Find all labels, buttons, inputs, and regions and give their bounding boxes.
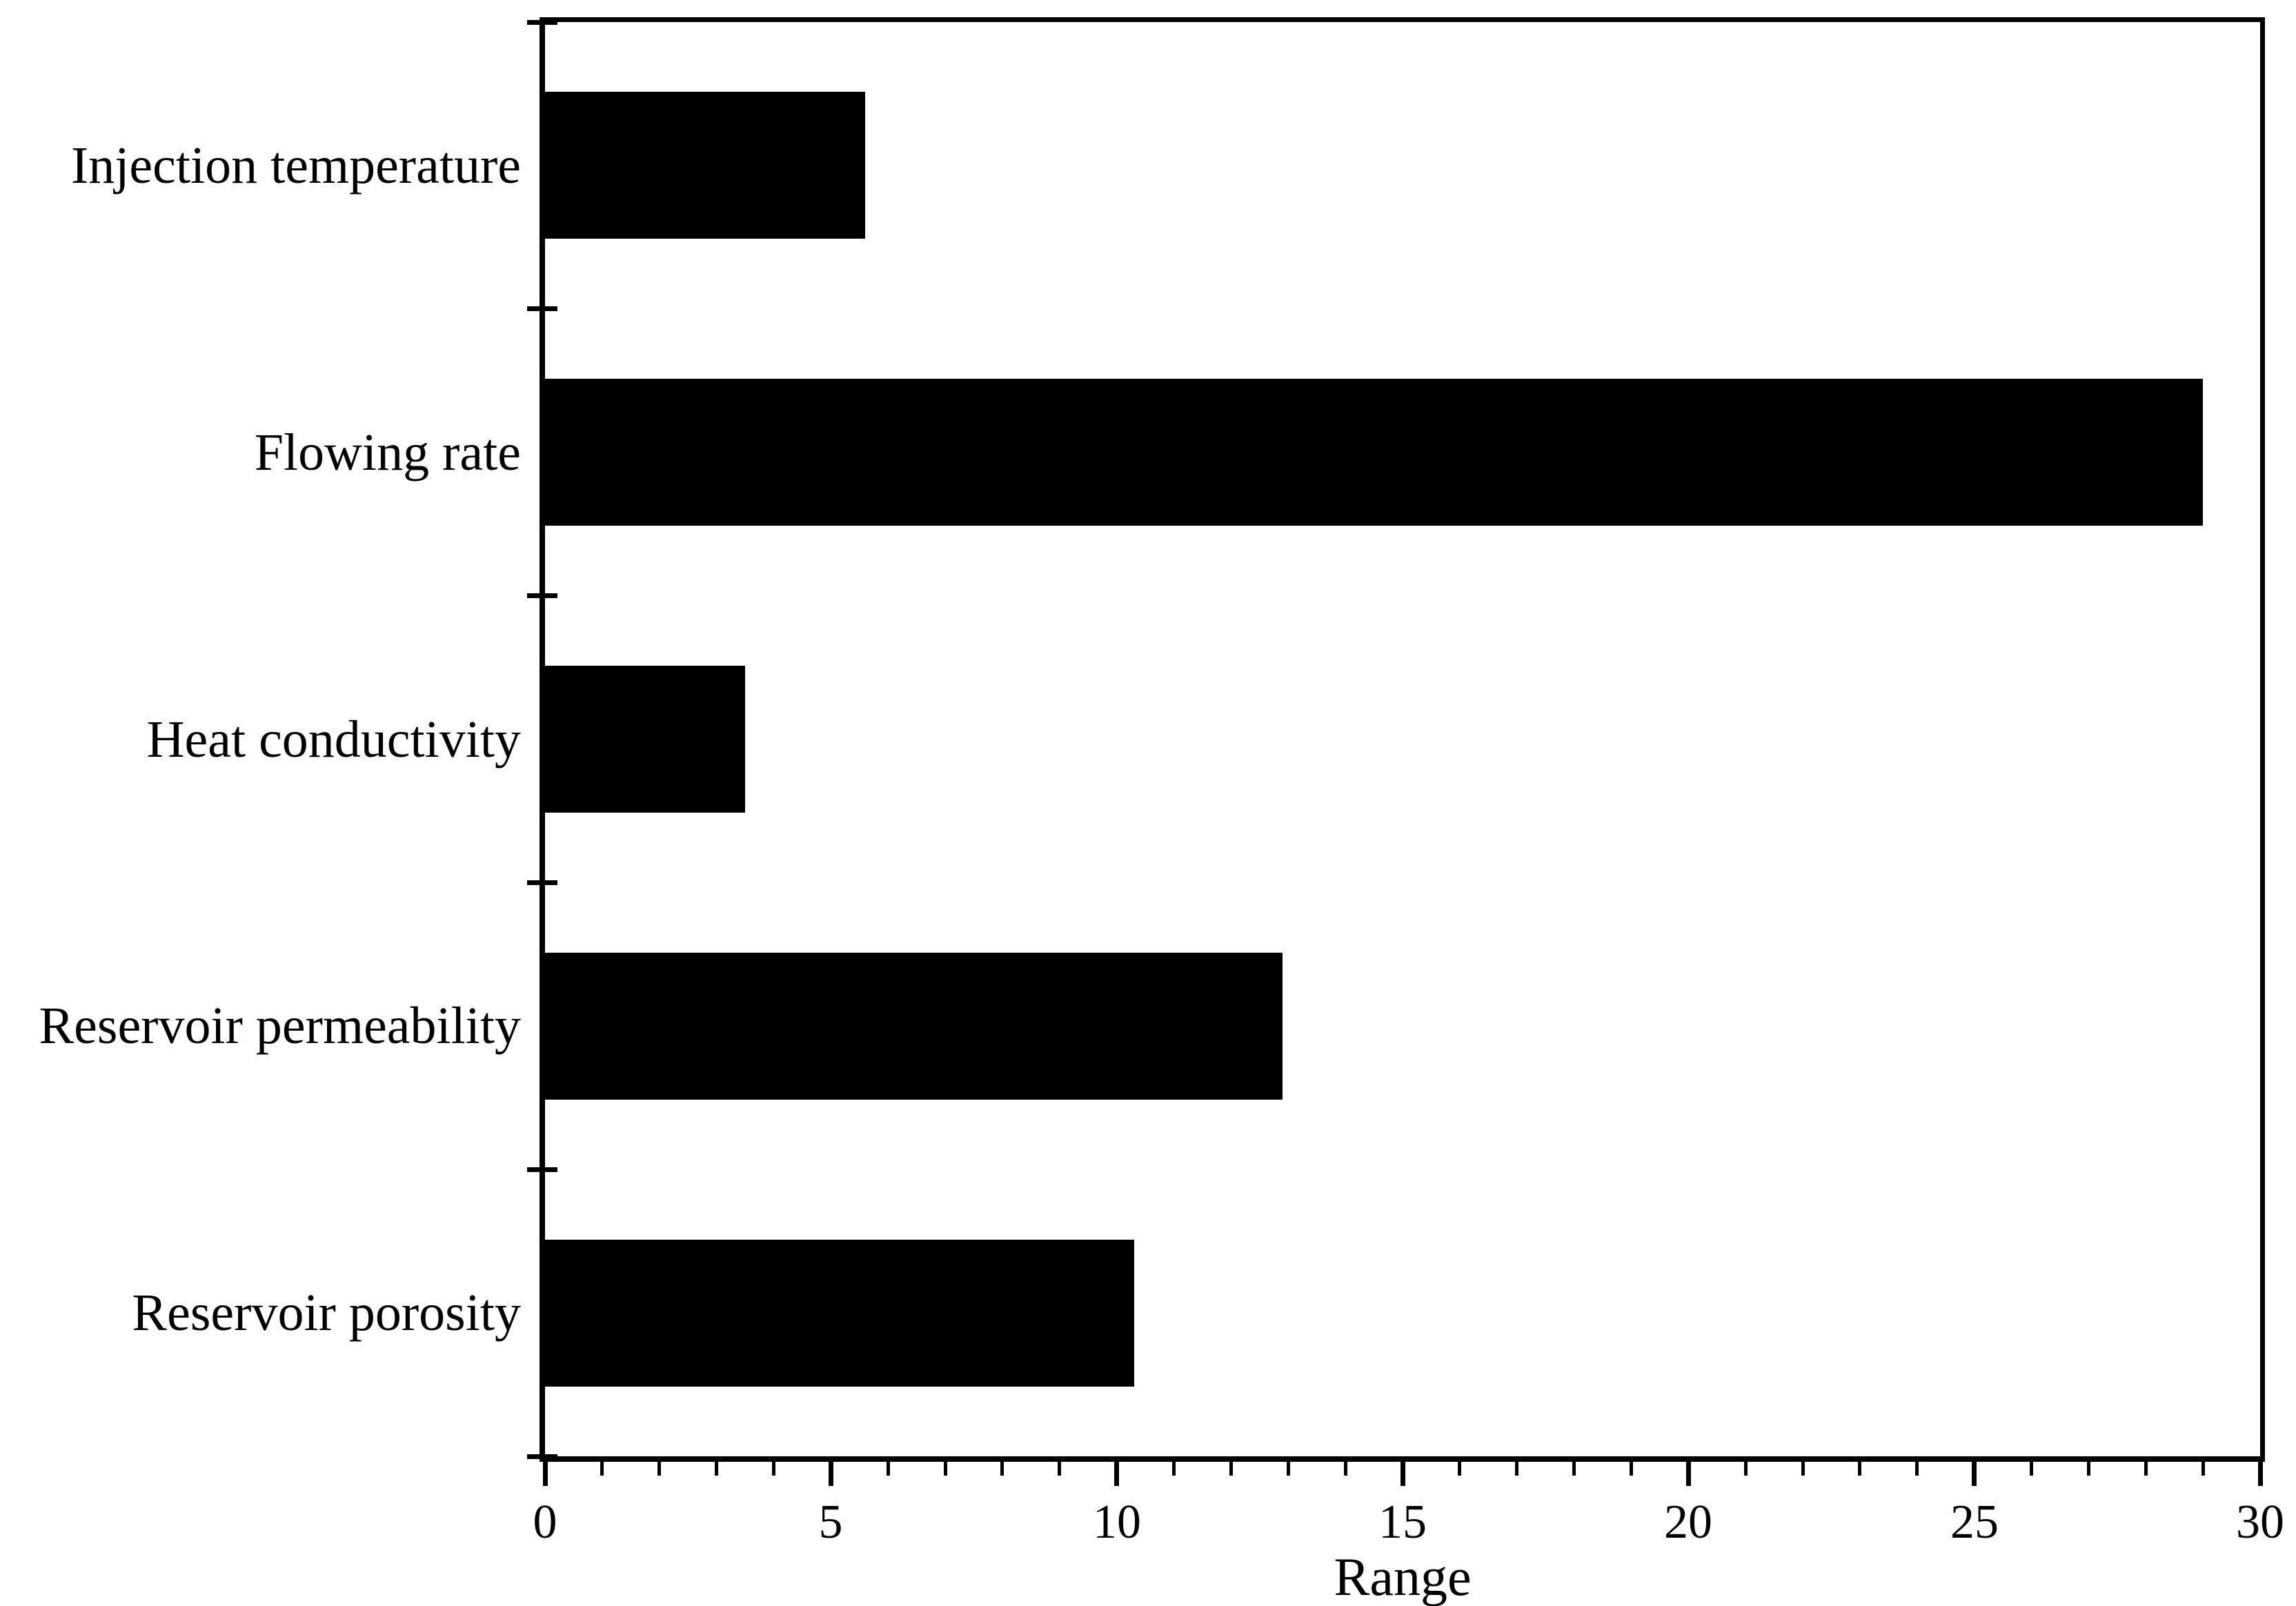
x-axis-minor-tick [1287,1462,1290,1476]
x-axis-major-tick [543,1462,548,1486]
bar-injection-temperature [545,92,865,239]
x-axis-title: Range [1334,1547,1472,1606]
x-axis-minor-tick [600,1462,604,1476]
x-axis-minor-tick [1744,1462,1748,1476]
category-label-heat-conductivity: Heat conductivity [146,711,521,769]
x-axis-minor-tick [715,1462,718,1476]
x-axis-major-tick [2258,1462,2263,1486]
x-axis-minor-tick [1630,1462,1633,1476]
category-label-reservoir-porosity: Reservoir porosity [132,1284,521,1342]
x-axis-tick-label: 5 [818,1496,843,1549]
x-axis-major-tick [1114,1462,1119,1486]
x-axis-major-tick [829,1462,833,1486]
y-axis-boundary-tick [527,306,557,311]
x-axis-tick-label: 10 [1093,1496,1141,1549]
x-axis-tick-label: 0 [533,1496,557,1549]
x-axis-minor-tick [1515,1462,1518,1476]
x-axis-minor-tick [1915,1462,1919,1476]
plot-area [540,17,2265,1462]
x-axis-minor-tick [944,1462,947,1476]
x-axis-major-tick [1972,1462,1977,1486]
y-axis-boundary-tick [527,20,557,25]
x-axis-minor-tick [1058,1462,1061,1476]
category-label-injection-temperature: Injection temperature [70,137,521,195]
x-axis-major-tick [1686,1462,1691,1486]
x-axis-minor-tick [1801,1462,1805,1476]
x-axis-minor-tick [772,1462,775,1476]
bar-reservoir-porosity [545,1240,1134,1387]
x-axis-major-tick [1401,1462,1405,1486]
x-axis-minor-tick [1572,1462,1576,1476]
x-axis-tick-label: 30 [2236,1496,2284,1549]
x-axis-tick-label: 20 [1664,1496,1712,1549]
y-axis-boundary-tick [527,593,557,598]
x-axis-minor-tick [2030,1462,2033,1476]
x-axis-tick-label: 25 [1950,1496,1999,1549]
x-axis-minor-tick [1000,1462,1004,1476]
x-axis-minor-tick [1229,1462,1233,1476]
y-axis-boundary-tick [527,1167,557,1172]
bar-reservoir-permeability [545,953,1283,1100]
x-axis-minor-tick [1458,1462,1461,1476]
y-axis-boundary-tick [527,1454,557,1459]
x-axis-minor-tick [2087,1462,2090,1476]
bar-flowing-rate [545,379,2203,526]
x-axis-minor-tick [657,1462,661,1476]
x-axis-minor-tick [887,1462,890,1476]
x-axis-minor-tick [2144,1462,2148,1476]
y-axis-boundary-tick [527,880,557,885]
category-label-flowing-rate: Flowing rate [254,424,521,482]
bar-heat-conductivity [545,666,745,813]
x-axis-minor-tick [2201,1462,2205,1476]
x-axis-tick-label: 15 [1378,1496,1427,1549]
x-axis-minor-tick [1858,1462,1861,1476]
x-axis-minor-tick [1172,1462,1176,1476]
category-label-reservoir-permeability: Reservoir permeability [39,997,521,1055]
x-axis-minor-tick [1344,1462,1347,1476]
